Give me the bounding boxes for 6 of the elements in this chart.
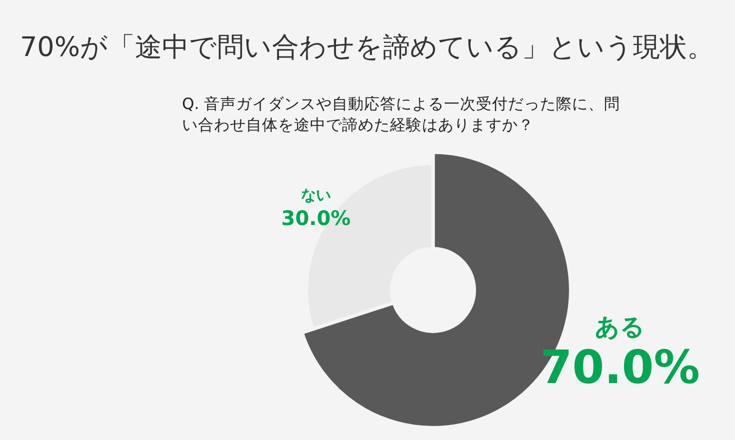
chart-title: 70%が「途中で問い合わせを諦めている」という現状。 (20, 32, 714, 63)
data-label: 70.0% (540, 340, 700, 394)
slice-label: ある (595, 313, 645, 341)
data-label: 30.0% (281, 206, 351, 230)
slice-label: ない (301, 186, 331, 204)
chart-subtitle: Q. 音声ガイダンスや自動応答による一次受付だった際に、問い合わせ自体を途中で諦めた経験はありますか？ (182, 95, 620, 134)
